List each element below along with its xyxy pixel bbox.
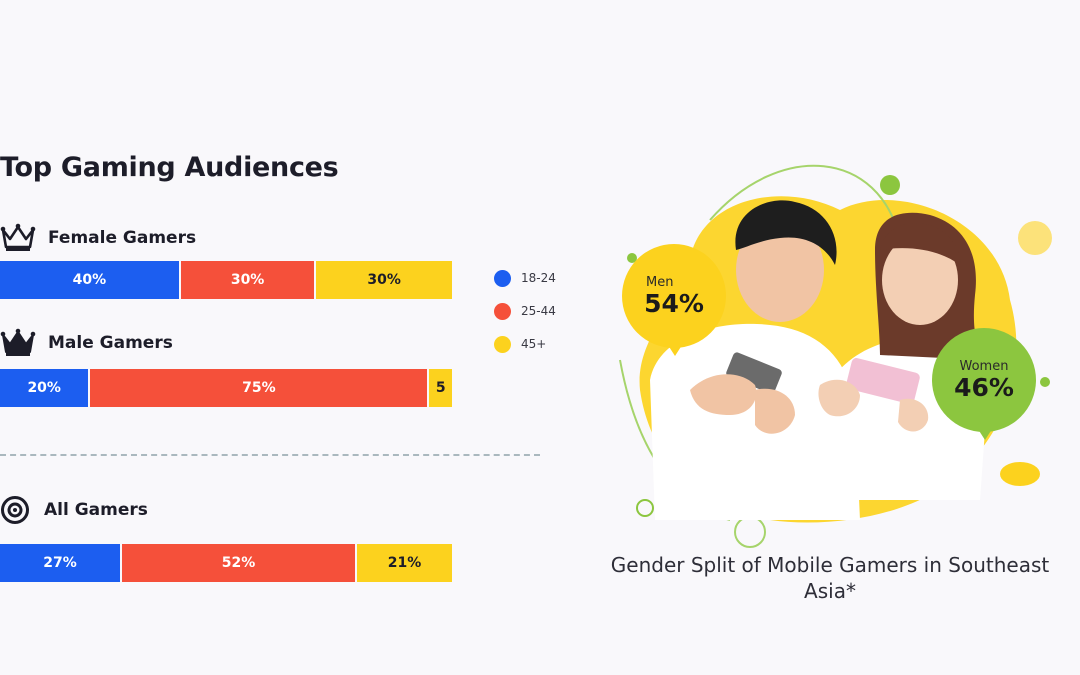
group-all: All Gamers	[0, 495, 148, 525]
women-value: 46%	[954, 372, 1014, 402]
bar-segment-45plus: 5	[429, 369, 452, 407]
crown-icon	[0, 223, 36, 251]
group-female: Female Gamers	[0, 223, 196, 253]
bar-segment-18-24: 20%	[0, 369, 91, 407]
men-bubble: Men 54%	[622, 244, 726, 348]
bar-female: 40% 30% 30%	[0, 261, 452, 299]
group-label: All Gamers	[44, 500, 148, 520]
legend-label: 45+	[521, 337, 547, 351]
men-label: Men	[646, 274, 674, 290]
bar-segment-18-24: 40%	[0, 261, 181, 299]
women-bubble-tail	[976, 426, 994, 440]
bar-male: 20% 75% 5	[0, 369, 452, 407]
chart-title: Top Gaming Audiences	[0, 152, 339, 183]
gender-split-caption: Gender Split of Mobile Gamers in Southea…	[610, 553, 1050, 603]
legend-item: 25-44	[494, 301, 556, 321]
legend-dot	[494, 335, 511, 353]
legend-item: 45+	[494, 334, 556, 354]
women-label: Women	[959, 358, 1009, 374]
crown-icon	[0, 328, 36, 356]
legend-dot	[494, 269, 511, 287]
bar-segment-45plus: 30%	[316, 261, 452, 299]
bar-segment-25-44: 52%	[122, 544, 358, 582]
men-bubble-tail	[666, 342, 684, 356]
bar-segment-25-44: 30%	[180, 261, 317, 299]
divider	[0, 454, 540, 456]
legend-dot	[494, 302, 511, 320]
bar-segment-18-24: 27%	[0, 544, 123, 582]
women-bubble: Women 46%	[932, 328, 1036, 432]
gamers-illustration	[619, 164, 1052, 548]
legend-item: 18-24	[494, 268, 556, 288]
legend-label: 25-44	[521, 304, 556, 318]
group-label: Male Gamers	[48, 333, 173, 353]
group-label: Female Gamers	[48, 228, 197, 248]
bar-all: 27% 52% 21%	[0, 544, 452, 582]
legend: 18-24 25-44 45+	[494, 268, 556, 367]
group-male: Male Gamers	[0, 328, 173, 358]
bar-segment-45plus: 21%	[357, 544, 452, 582]
legend-label: 18-24	[521, 271, 556, 285]
bar-segment-25-44: 75%	[90, 369, 430, 407]
target-icon	[1, 496, 29, 524]
men-value: 54%	[644, 288, 704, 318]
